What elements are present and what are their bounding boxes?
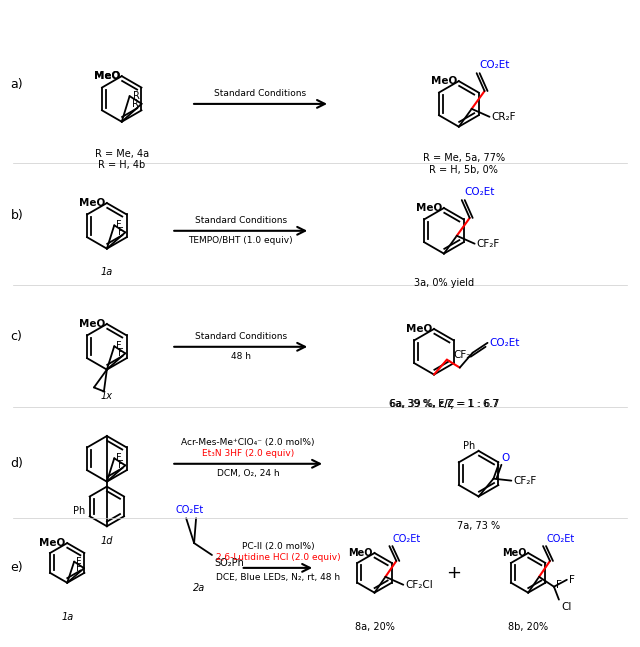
- Text: 1x: 1x: [101, 391, 113, 401]
- Text: MeO: MeO: [79, 198, 105, 208]
- Text: 48 h: 48 h: [230, 352, 251, 361]
- Text: CO₂Et: CO₂Et: [490, 338, 520, 348]
- Text: R = H, 4b: R = H, 4b: [98, 160, 145, 170]
- Text: 2a: 2a: [193, 583, 205, 593]
- Text: 1a: 1a: [100, 267, 113, 278]
- Text: MeO: MeO: [79, 319, 105, 329]
- Text: TEMPO/BHT (1.0 equiv): TEMPO/BHT (1.0 equiv): [188, 236, 293, 245]
- Text: Standard Conditions: Standard Conditions: [195, 216, 287, 225]
- Text: DCE, Blue LEDs, N₂, rt, 48 h: DCE, Blue LEDs, N₂, rt, 48 h: [216, 573, 340, 582]
- Text: F: F: [76, 556, 82, 567]
- Text: CF₂F: CF₂F: [513, 476, 536, 486]
- Text: Standard Conditions: Standard Conditions: [195, 332, 287, 341]
- Text: CF₂F: CF₂F: [477, 239, 500, 248]
- Text: MeO: MeO: [406, 324, 432, 334]
- Text: CF₂Cl: CF₂Cl: [405, 580, 433, 589]
- Text: Ph: Ph: [73, 507, 85, 516]
- Text: MeO: MeO: [502, 548, 526, 558]
- Text: Ph: Ph: [463, 441, 476, 451]
- Text: F: F: [118, 348, 124, 358]
- Text: CO₂Et: CO₂Et: [465, 187, 495, 197]
- Text: R = Me, 4a: R = Me, 4a: [95, 149, 148, 159]
- Text: PC-II (2.0 mol%): PC-II (2.0 mol%): [241, 542, 314, 551]
- Text: 2,6-Lutidine HCl (2.0 equiv): 2,6-Lutidine HCl (2.0 equiv): [216, 553, 340, 562]
- Text: 1d: 1d: [100, 536, 113, 546]
- Text: R = Me, 5a, 77%: R = Me, 5a, 77%: [422, 153, 505, 164]
- Text: +: +: [446, 564, 461, 582]
- Text: F: F: [116, 220, 122, 230]
- Text: b): b): [11, 210, 24, 223]
- Text: R: R: [132, 99, 139, 109]
- Text: CO₂Et: CO₂Et: [479, 60, 510, 70]
- Text: 1a: 1a: [61, 613, 74, 622]
- Text: Et₃N 3HF (2.0 equiv): Et₃N 3HF (2.0 equiv): [202, 449, 294, 458]
- Text: MeO: MeO: [39, 538, 65, 548]
- Text: F: F: [116, 454, 122, 463]
- Text: Acr-Mes-Me⁺ClO₄⁻ (2.0 mol%): Acr-Mes-Me⁺ClO₄⁻ (2.0 mol%): [181, 438, 315, 447]
- Text: MeO: MeO: [93, 71, 120, 81]
- Text: 8a, 20%: 8a, 20%: [355, 622, 394, 632]
- Text: c): c): [11, 331, 22, 344]
- Text: MeO: MeO: [416, 203, 442, 213]
- Text: CR₂F: CR₂F: [492, 112, 516, 122]
- Text: O: O: [501, 453, 509, 463]
- Text: 6a, 39 %, E/Z = 1 : 6.7: 6a, 39 %, E/Z = 1 : 6.7: [388, 399, 499, 410]
- Text: R: R: [132, 91, 140, 101]
- Text: SO₂Ph: SO₂Ph: [214, 558, 244, 568]
- Text: F: F: [118, 461, 124, 470]
- Text: F: F: [556, 580, 562, 589]
- Text: MeO: MeO: [93, 71, 120, 81]
- Text: Standard Conditions: Standard Conditions: [214, 89, 307, 98]
- Text: F: F: [118, 227, 124, 237]
- Text: R = H, 5b, 0%: R = H, 5b, 0%: [429, 166, 498, 175]
- Text: CO₂Et: CO₂Et: [546, 534, 574, 544]
- Text: CO₂Et: CO₂Et: [392, 534, 420, 544]
- Text: 7a, 73 %: 7a, 73 %: [457, 521, 500, 531]
- Text: DCM, O₂, 24 h: DCM, O₂, 24 h: [217, 468, 280, 477]
- Text: 6a, 39 %, ε/ζ = 1 : 6.7: 6a, 39 %, ε/ζ = 1 : 6.7: [390, 399, 498, 410]
- Text: F: F: [76, 563, 82, 573]
- Text: CF₂: CF₂: [453, 350, 470, 360]
- Text: Cl: Cl: [561, 602, 572, 611]
- Text: F: F: [116, 341, 122, 351]
- Text: 3a, 0% yield: 3a, 0% yield: [414, 278, 474, 289]
- Text: a): a): [11, 78, 23, 91]
- Text: d): d): [11, 457, 24, 470]
- Text: e): e): [11, 562, 23, 575]
- Text: MeO: MeO: [348, 548, 372, 558]
- Text: F: F: [569, 575, 575, 585]
- Text: 8b, 20%: 8b, 20%: [508, 622, 548, 632]
- Text: CO₂Et: CO₂Et: [175, 505, 204, 516]
- Text: MeO: MeO: [431, 76, 457, 86]
